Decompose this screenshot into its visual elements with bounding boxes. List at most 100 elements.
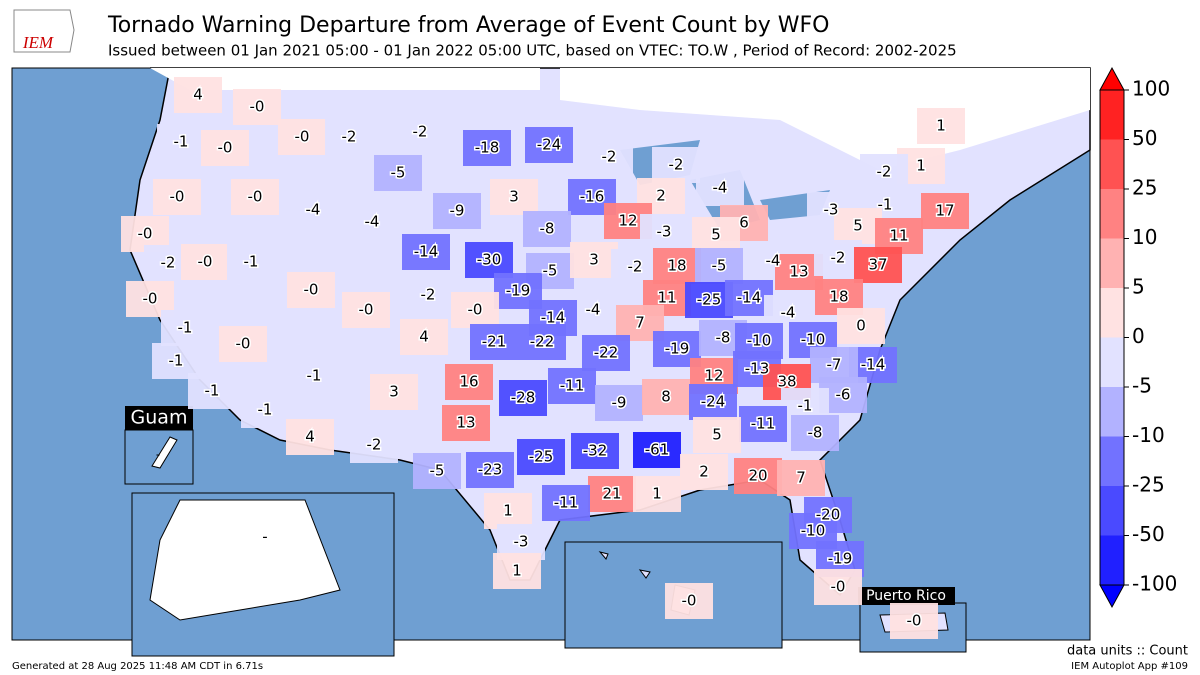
wfo-region [174,77,222,113]
wfo-label: -1 [178,319,193,337]
wfo-region [348,204,396,240]
colorbar-segment [1100,238,1124,288]
wfo-region [611,249,659,285]
units-note: data units :: Count [1067,644,1188,659]
colorbar-tick-label: 100 [1132,77,1170,101]
wfo-label: -11 [751,415,776,433]
wfo-label: -4 [586,301,601,319]
wfo-label: -10 [801,522,826,540]
wfo-region [402,234,450,270]
wfo-label: -14 [414,243,439,261]
wfo-label: -13 [745,360,770,378]
canada [150,68,1090,170]
wfo-label: -23 [478,461,503,479]
wfo-label: 13 [456,414,475,432]
wfo-label: -5 [430,462,445,480]
wfo-region [653,248,701,284]
wfo-label: -14 [737,289,762,307]
wfo-region [153,179,201,215]
wfo-label: -19 [665,340,690,358]
wfo-label: 0 [856,317,866,335]
wfo-label: -19 [828,550,853,568]
wfo-label: -9 [612,394,627,412]
wfo-region [739,406,787,442]
wfo-label: -0 [138,225,153,243]
colorbar-segment [1100,486,1124,536]
wfo-label: -0 [682,592,697,610]
wfo-label: 11 [657,289,676,307]
wfo-label: 21 [602,485,621,503]
wfo-region [595,385,643,421]
wfo-label: 20 [748,467,767,485]
colorbar-segment [1100,535,1124,585]
wfo-label: -0 [907,612,922,630]
wfo-region [325,119,373,155]
wfo-label: -19 [506,282,531,300]
wfo-region [542,485,590,521]
wfo-label: -4 [781,304,796,322]
wfo-label: -22 [530,333,555,351]
puerto-rico-title: Puerto Rico [866,588,946,604]
wfo-region [287,272,335,308]
wfo-label: -5 [543,262,558,280]
wfo-region [231,179,279,215]
wfo-region [523,211,571,247]
wfo-label: -1 [307,367,322,385]
wfo-label: -4 [365,213,380,231]
wfo-label: -21 [482,333,507,351]
wfo-label: -24 [701,393,726,411]
colorbar-tick-label: -5 [1132,374,1152,398]
wfo-label: -1 [244,253,259,271]
alaska-land [149,499,341,621]
wfo-region [517,439,565,475]
wfo-label: -0 [248,188,263,206]
colorbar-segment [1100,90,1124,140]
wfo-region [286,419,334,455]
wfo-label: -1 [174,133,189,151]
wfo-label: 18 [667,257,686,275]
wfo-label: 4 [305,428,315,446]
wfo-label: -2 [161,254,176,272]
wfo-label: -3 [514,533,529,551]
wfo-region [181,244,229,280]
wfo-label: -2 [413,123,428,141]
colorbar-tick-label: 0 [1132,324,1145,348]
subtitle: Issued between 01 Jan 2021 05:00 - 01 Ja… [108,42,957,60]
wfo-region [791,415,839,451]
wfo-label: -3 [824,201,839,219]
wfo-region [201,130,249,166]
wfo-layer: 4-0-1 -0-0 -2 -2-18 -24-2 -2-411-2-0 -0-5-43-9… [121,77,969,639]
wfo-region [734,458,782,494]
wfo-region [834,208,882,244]
wfo-label: -0 [198,253,213,271]
wfo-region [396,114,444,150]
colorbar-segment [1100,436,1124,486]
wfo-label: -0 [468,301,483,319]
wfo-label: -22 [594,344,619,362]
wfo-region [470,324,518,360]
wfo-region [463,130,511,166]
wfo-label: 16 [459,373,478,391]
wfo-region [570,242,618,278]
wfo-label: 5 [853,217,863,235]
wfo-label: 7 [796,469,806,487]
wfo-region [640,214,688,250]
wfo-label: -7 [827,356,842,374]
wfo-label: -1 [205,382,220,400]
wfo-label: -14 [541,309,566,327]
wfo-region [219,326,267,362]
wfo-region [917,108,965,144]
wfo-label: -0 [218,139,233,157]
guam-land [151,436,178,469]
wfo-region [777,460,825,496]
wfo-region [695,248,743,284]
wfo-label: -0 [250,98,265,116]
wfo-region [525,127,573,163]
wfo-label: -11 [560,377,585,395]
wfo-label: 2 [656,187,666,205]
guam-title-bg [125,406,193,430]
wfo-label: -0 [170,188,185,206]
wfo-label: -28 [511,389,536,407]
wfo-region [814,569,862,605]
